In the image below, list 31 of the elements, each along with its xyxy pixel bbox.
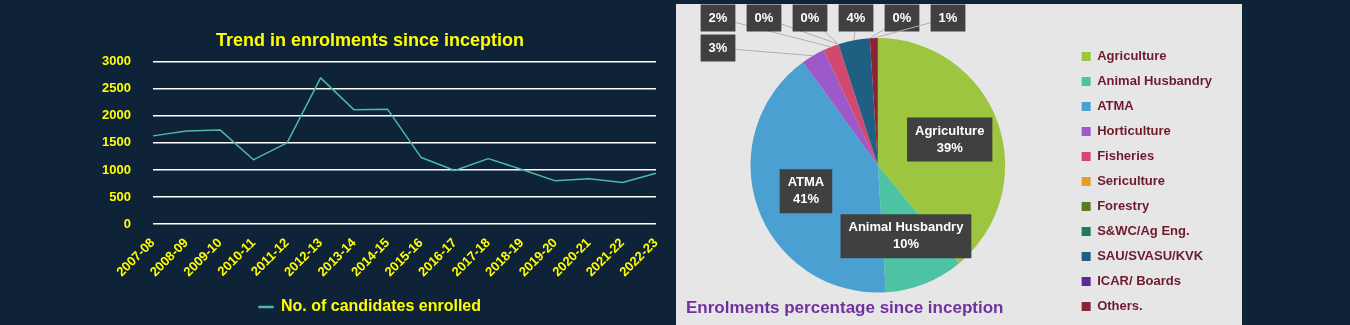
y-tick-label: 1000	[102, 161, 131, 177]
chart-title: Trend in enrolments since inception	[215, 29, 525, 50]
data-label: 3%	[708, 39, 728, 55]
y-tick-label: 2500	[102, 80, 131, 96]
data-label: 1%	[938, 9, 958, 25]
legend-label: Animal Husbandry	[1097, 73, 1213, 89]
data-label: Animal Husbandry 10%	[848, 219, 965, 252]
text: 0%	[892, 9, 912, 25]
legend-label: SAU/SVASU/KVK	[1097, 248, 1204, 264]
legend-label: Others.	[1097, 298, 1143, 314]
data-label: 4%	[846, 9, 866, 25]
legend-label: Agriculture	[1097, 48, 1167, 64]
legend-label: Horticulture	[1097, 123, 1171, 139]
y-tick-label: 500	[109, 188, 131, 204]
legend-label: No. of candidates enrolled	[280, 297, 482, 315]
data-label: 2%	[708, 9, 728, 25]
y-tick-label: 3000	[102, 53, 131, 69]
legend-label: ICAR/ Boards	[1097, 273, 1181, 289]
y-tick-label: 1500	[102, 134, 131, 150]
y-tick-label: 2000	[102, 107, 131, 123]
y-tick-label: 0	[123, 215, 131, 231]
text: 0%	[800, 9, 820, 25]
data-label: Agriculture 39%	[915, 122, 985, 155]
legend-label: Sericulture	[1097, 173, 1166, 189]
legend-label: ATMA	[1097, 98, 1135, 114]
text: 0%	[754, 9, 774, 25]
data-label: ATMA 41%	[787, 174, 825, 207]
legend-label: Fisheries	[1097, 148, 1155, 164]
legend-label: S&WC/Ag Eng.	[1097, 223, 1190, 239]
text: Enrolments percentage since inception	[686, 298, 1004, 318]
legend-label: Forestry	[1097, 198, 1150, 214]
